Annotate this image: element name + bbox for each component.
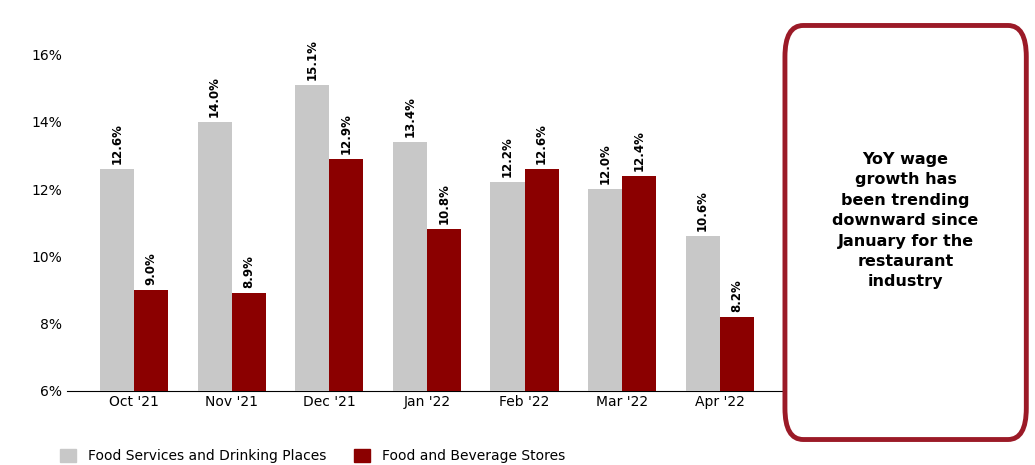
- Text: YoY wage
growth has
been trending
downward since
January for the
restaurant
indu: YoY wage growth has been trending downwa…: [832, 152, 979, 290]
- Text: 13.4%: 13.4%: [404, 96, 416, 137]
- Bar: [719, 317, 753, 391]
- Bar: [427, 229, 462, 391]
- Bar: [491, 182, 525, 391]
- Text: 15.1%: 15.1%: [305, 39, 319, 80]
- Bar: [135, 290, 169, 391]
- Text: 10.8%: 10.8%: [438, 184, 450, 225]
- Text: 8.2%: 8.2%: [731, 279, 743, 312]
- Bar: [232, 293, 266, 391]
- Text: 14.0%: 14.0%: [208, 76, 221, 117]
- Text: 12.6%: 12.6%: [535, 123, 549, 164]
- Text: 8.9%: 8.9%: [242, 255, 256, 288]
- Text: 12.9%: 12.9%: [339, 113, 353, 154]
- Text: 12.0%: 12.0%: [598, 143, 612, 184]
- Bar: [588, 189, 622, 391]
- Text: 12.6%: 12.6%: [111, 123, 123, 164]
- Bar: [329, 159, 363, 391]
- Bar: [525, 169, 559, 391]
- Bar: [622, 176, 656, 391]
- Bar: [392, 142, 427, 391]
- Text: 9.0%: 9.0%: [145, 252, 157, 285]
- Text: 12.4%: 12.4%: [632, 130, 646, 171]
- Bar: [198, 122, 232, 391]
- Text: 12.2%: 12.2%: [501, 137, 514, 177]
- FancyBboxPatch shape: [785, 26, 1027, 439]
- Bar: [295, 85, 329, 391]
- Legend: Food Services and Drinking Places, Food and Beverage Stores: Food Services and Drinking Places, Food …: [60, 450, 565, 464]
- Bar: [100, 169, 135, 391]
- Bar: [685, 236, 719, 391]
- Text: 10.6%: 10.6%: [697, 190, 709, 231]
